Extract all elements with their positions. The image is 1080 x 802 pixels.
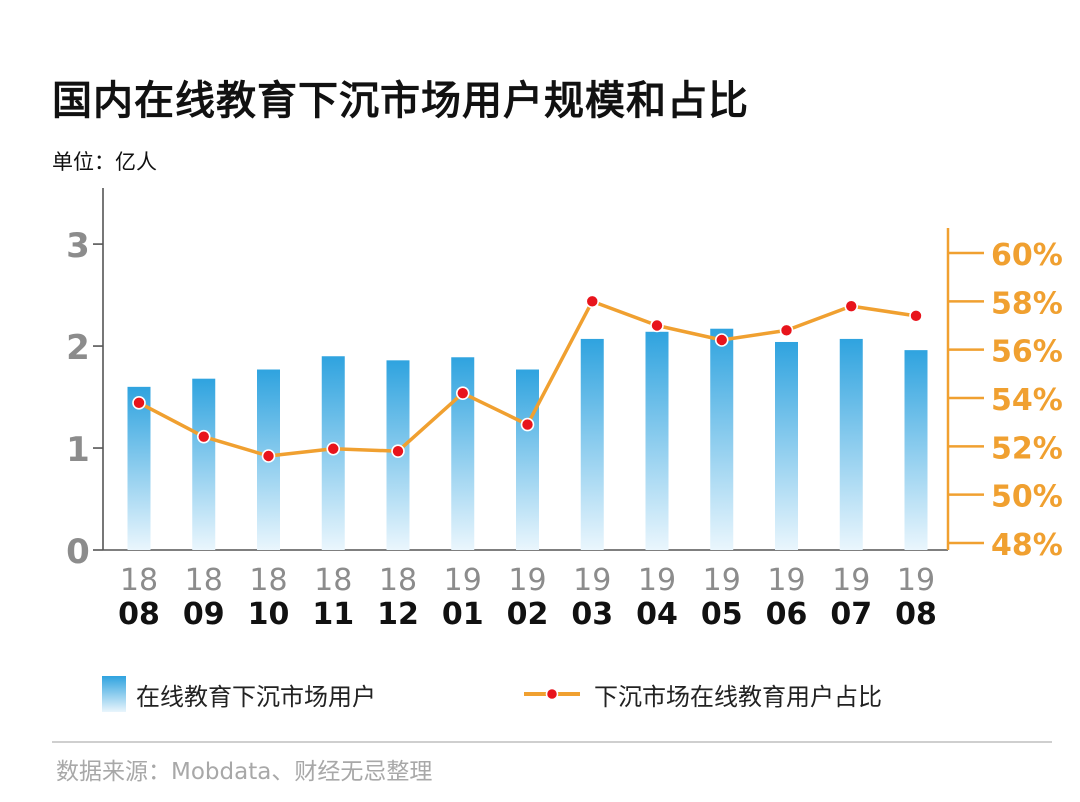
x-tick-year: 18 [120, 563, 158, 598]
bar [580, 338, 604, 550]
legend-bar-item: 在线教育下沉市场用户 [102, 674, 376, 714]
legend-bar-label: 在线教育下沉市场用户 [136, 682, 376, 711]
right-tick-label: 52% [991, 431, 1063, 466]
right-tick-label: 60% [991, 238, 1063, 273]
left-tick-label: 0 [66, 532, 90, 572]
legend-bar-swatch [102, 676, 126, 712]
bar [775, 341, 798, 550]
legend-line-swatch [524, 687, 580, 701]
x-tick-year: 19 [508, 563, 546, 598]
line-point [261, 449, 276, 463]
line-point [391, 444, 405, 458]
x-tick-month: 01 [442, 597, 484, 632]
left-tick-label: 3 [66, 226, 90, 266]
x-tick-month: 04 [636, 597, 678, 632]
line-point [455, 386, 470, 400]
right-tick-label: 58% [991, 286, 1063, 321]
bar [904, 350, 928, 550]
left-tick-label: 1 [66, 430, 90, 470]
legend-line-label: 下沉市场在线教育用户占比 [594, 682, 882, 711]
left-tick-label: 2 [66, 328, 90, 368]
right-tick-label: 54% [991, 383, 1063, 418]
bar [645, 331, 669, 550]
x-tick-month: 03 [571, 597, 613, 632]
legend-line-item: 下沉市场在线教育用户占比 [522, 674, 882, 714]
x-tick-month: 07 [830, 597, 872, 632]
x-tick-month: 02 [507, 597, 549, 632]
right-tick-label: 48% [991, 528, 1063, 563]
x-tick-year: 19 [638, 563, 676, 598]
x-tick-year: 19 [767, 563, 805, 598]
x-tick-month: 12 [377, 597, 419, 632]
x-tick-year: 18 [185, 563, 223, 598]
footer-divider [52, 741, 1052, 743]
line-point [909, 309, 923, 323]
bar [710, 328, 734, 550]
line-point [326, 441, 341, 456]
x-tick-month: 10 [248, 597, 290, 632]
bar [451, 357, 475, 550]
line-point [844, 299, 859, 313]
x-tick-month: 06 [766, 597, 808, 632]
x-tick-year: 19 [897, 563, 935, 598]
x-tick-year: 19 [832, 563, 870, 598]
x-tick-month: 08 [118, 597, 160, 632]
x-tick-year: 18 [379, 563, 417, 598]
combo-chart: 012348%50%52%54%56%58%60%180818091810181… [66, 188, 1063, 632]
line-point [520, 417, 535, 432]
right-tick-label: 50% [991, 480, 1063, 515]
x-tick-month: 08 [895, 597, 937, 632]
chart-title: 国内在线教育下沉市场用户规模和占比 [52, 78, 749, 124]
bar [127, 386, 151, 550]
line-point [779, 323, 794, 338]
line-point [585, 294, 600, 309]
x-tick-month: 09 [183, 597, 225, 632]
unit-label: 单位：亿人 [52, 150, 157, 174]
line-point [196, 429, 211, 444]
x-tick-year: 18 [314, 563, 352, 598]
x-tick-year: 19 [573, 563, 611, 598]
source-note: 数据来源：Mobdata、财经无忌整理 [56, 759, 433, 785]
x-tick-month: 11 [312, 597, 354, 632]
bar [839, 338, 863, 550]
bar [516, 369, 539, 550]
x-tick-year: 18 [249, 563, 287, 598]
x-tick-year: 19 [444, 563, 482, 598]
right-tick-label: 56% [991, 335, 1063, 370]
line-point [650, 318, 664, 333]
x-tick-month: 05 [701, 597, 743, 632]
bar [192, 378, 216, 550]
x-tick-year: 19 [703, 563, 741, 598]
line-point [714, 333, 729, 347]
line-point [132, 396, 146, 410]
